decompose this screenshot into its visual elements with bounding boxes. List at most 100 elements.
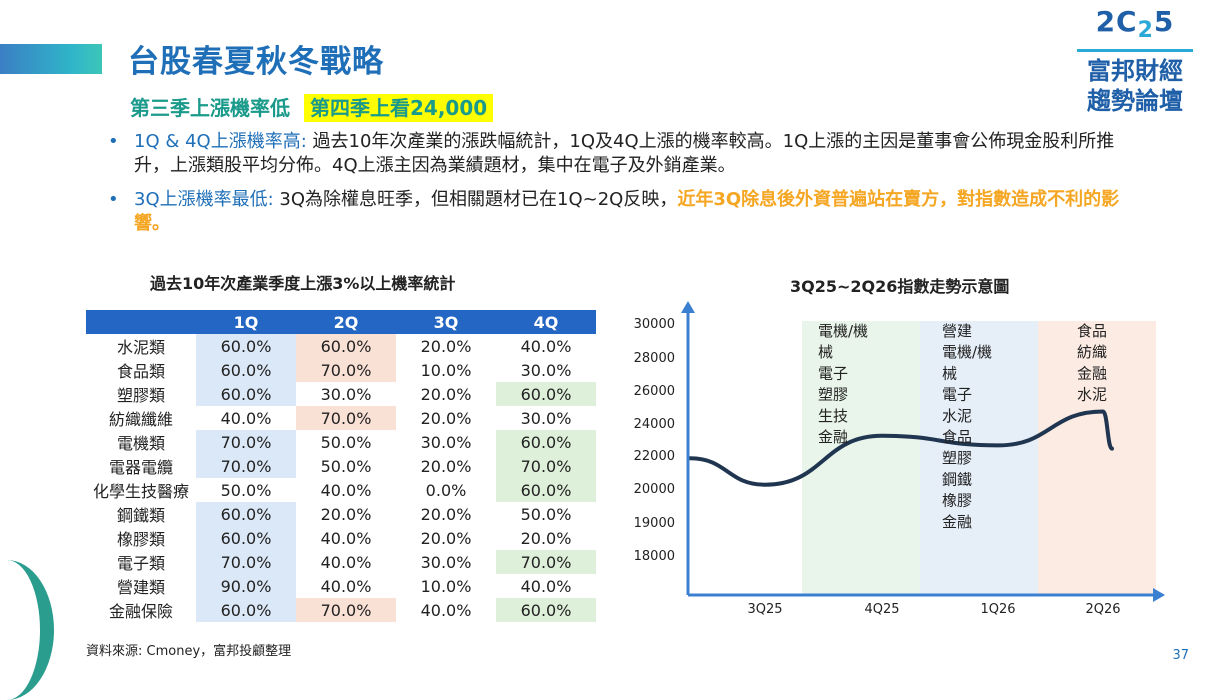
sector-name-cell: 化學生技醫療 <box>92 482 189 501</box>
logo-line2: 趨勢論壇 <box>1087 87 1183 115</box>
header-cell: 2Q <box>296 310 396 334</box>
probability-cell: 70.0% <box>296 598 396 622</box>
probability-cell: 30.0% <box>320 384 372 404</box>
probability-cell: 30.0% <box>420 432 472 452</box>
sector-name-cell: 金融保險 <box>108 602 173 621</box>
y-tick-label: 18000 <box>634 549 675 564</box>
chart-title: 3Q25~2Q26指數走勢示意圖 <box>790 277 1010 296</box>
sector-annotation: 塑膠 <box>942 449 972 467</box>
table-title: 過去10年次產業季度上漲3%以上機率統計 <box>150 274 456 293</box>
x-tick-label: 4Q25 <box>864 602 899 617</box>
probability-cell: 70.0% <box>196 550 296 574</box>
probability-cell: 40.0% <box>320 480 372 500</box>
probability-cell: 20.0% <box>420 528 472 548</box>
probability-cell: 40.0% <box>520 576 572 596</box>
probability-cell: 60.0% <box>296 334 396 358</box>
x-tick-label: 3Q25 <box>747 602 782 617</box>
sector-name-cell: 食品類 <box>116 362 165 381</box>
x-axis-arrow-icon <box>1153 588 1165 602</box>
table-row: 橡膠類 60.0% 40.0% 20.0% 20.0% <box>86 526 596 550</box>
sector-annotation: 塑膠 <box>818 386 848 404</box>
header-cell: 1Q <box>196 310 296 334</box>
x-tick-label: 2Q26 <box>1085 602 1120 617</box>
probability-cell: 20.0% <box>420 504 472 524</box>
sector-annotation: 食品 <box>1077 322 1107 340</box>
probability-cell: 60.0% <box>496 382 596 406</box>
y-tick-label: 24000 <box>634 417 675 432</box>
sector-annotation: 械 <box>942 364 957 382</box>
sector-annotation: 水泥 <box>942 407 972 425</box>
logo-divider <box>1077 49 1193 52</box>
table-row: 紡織纖維 40.0% 70.0% 20.0% 30.0% <box>86 406 596 430</box>
table-header-row: 1Q 2Q 3Q 4Q <box>86 310 596 334</box>
sector-annotation: 電子 <box>818 364 848 382</box>
sector-annotation: 金融 <box>818 428 848 446</box>
table-row: 鋼鐵類 60.0% 20.0% 20.0% 50.0% <box>86 502 596 526</box>
probability-cell: 40.0% <box>520 336 572 356</box>
sector-annotation: 營建 <box>942 322 972 340</box>
y-tick-label: 19000 <box>634 516 675 531</box>
sector-name-cell: 塑膠類 <box>116 386 165 405</box>
probability-cell: 20.0% <box>420 456 472 476</box>
probability-cell: 70.0% <box>196 430 296 454</box>
y-tick-label: 26000 <box>634 384 675 399</box>
header-cell <box>86 310 196 334</box>
probability-cell: 70.0% <box>196 454 296 478</box>
probability-cell: 60.0% <box>196 382 296 406</box>
probability-cell: 20.0% <box>420 408 472 428</box>
table-row: 化學生技醫療 50.0% 40.0% 0.0% 60.0% <box>86 478 596 502</box>
bullet-body: 過去10年次產業的漲跌幅統計，1Q及4Q上漲的機率較高。1Q上漲的主因是董事會公… <box>134 131 1115 176</box>
probability-cell: 70.0% <box>496 454 596 478</box>
sector-name-cell: 電子類 <box>116 554 165 573</box>
probability-cell: 60.0% <box>496 598 596 622</box>
table-row: 水泥類 60.0% 60.0% 20.0% 40.0% <box>86 334 596 358</box>
sector-name-cell: 電器電纜 <box>108 458 173 477</box>
probability-cell: 40.0% <box>220 408 272 428</box>
page-title: 台股春夏秋冬戰略 <box>128 44 384 80</box>
logo-line1: 富邦財經 <box>1087 57 1183 85</box>
probability-cell: 60.0% <box>196 598 296 622</box>
table-row: 電子類 70.0% 40.0% 30.0% 70.0% <box>86 550 596 574</box>
sector-annotation: 金融 <box>942 513 972 531</box>
bullet-emphasis: 近年3Q除息後外資普遍站在賣方，對指數造成不利的影響。 <box>134 189 1120 234</box>
sector-annotation: 生技 <box>818 407 848 425</box>
sector-annotation: 電子 <box>942 386 972 404</box>
logo-year: 2C25 <box>1095 5 1175 44</box>
y-tick-label: 30000 <box>634 317 675 332</box>
y-tick-label: 28000 <box>634 351 675 366</box>
bullet-heading: 1Q & 4Q上漲機率高: <box>134 131 307 152</box>
probability-cell: 10.0% <box>420 576 472 596</box>
table-body: 水泥類 60.0% 60.0% 20.0% 40.0% 食品類 60.0% 70.0% 10.0… <box>86 334 596 622</box>
sector-name-cell: 電機類 <box>116 434 165 453</box>
probability-cell: 60.0% <box>196 334 296 358</box>
table-row: 金融保險 60.0% 70.0% 40.0% 60.0% <box>86 598 596 622</box>
table-row: 食品類 60.0% 70.0% 10.0% 30.0% <box>86 358 596 382</box>
bullet-item: • 1Q & 4Q上漲機率高: 過去10年次產業的漲跌幅統計，1Q及4Q上漲的機… <box>108 130 1148 178</box>
bullet-body: 3Q為除權息旺季，但相關題材已在1Q~2Q反映， <box>273 189 678 210</box>
probability-cell: 60.0% <box>196 358 296 382</box>
header-cell: 4Q <box>496 310 596 334</box>
probability-cell: 50.0% <box>320 432 372 452</box>
corner-decoration <box>0 560 54 700</box>
probability-cell: 50.0% <box>520 504 572 524</box>
quarter-band <box>920 321 1038 595</box>
probability-cell: 90.0% <box>196 574 296 598</box>
probability-cell: 30.0% <box>520 360 572 380</box>
probability-table: 1Q 2Q 3Q 4Q 水泥類 60.0% 60.0% 20.0% 40.0% 食品類 60… <box>86 310 596 622</box>
probability-cell: 20.0% <box>420 336 472 356</box>
probability-cell: 50.0% <box>220 480 272 500</box>
source-note: 資料來源: Cmoney，富邦投顧整理 <box>86 644 292 659</box>
sector-annotation: 鋼鐵 <box>942 470 972 488</box>
sector-name-cell: 紡織纖維 <box>108 410 173 429</box>
bullet-heading: 3Q上漲機率最低: <box>134 189 274 210</box>
sector-annotation: 食品 <box>942 428 972 446</box>
table-row: 塑膠類 60.0% 30.0% 20.0% 60.0% <box>86 382 596 406</box>
probability-cell: 60.0% <box>196 502 296 526</box>
sector-annotation: 金融 <box>1077 364 1107 382</box>
probability-cell: 30.0% <box>420 552 472 572</box>
y-tick-label: 20000 <box>634 482 675 497</box>
probability-cell: 40.0% <box>320 528 372 548</box>
probability-cell: 60.0% <box>496 430 596 454</box>
probability-cell: 70.0% <box>496 550 596 574</box>
probability-cell: 60.0% <box>496 478 596 502</box>
